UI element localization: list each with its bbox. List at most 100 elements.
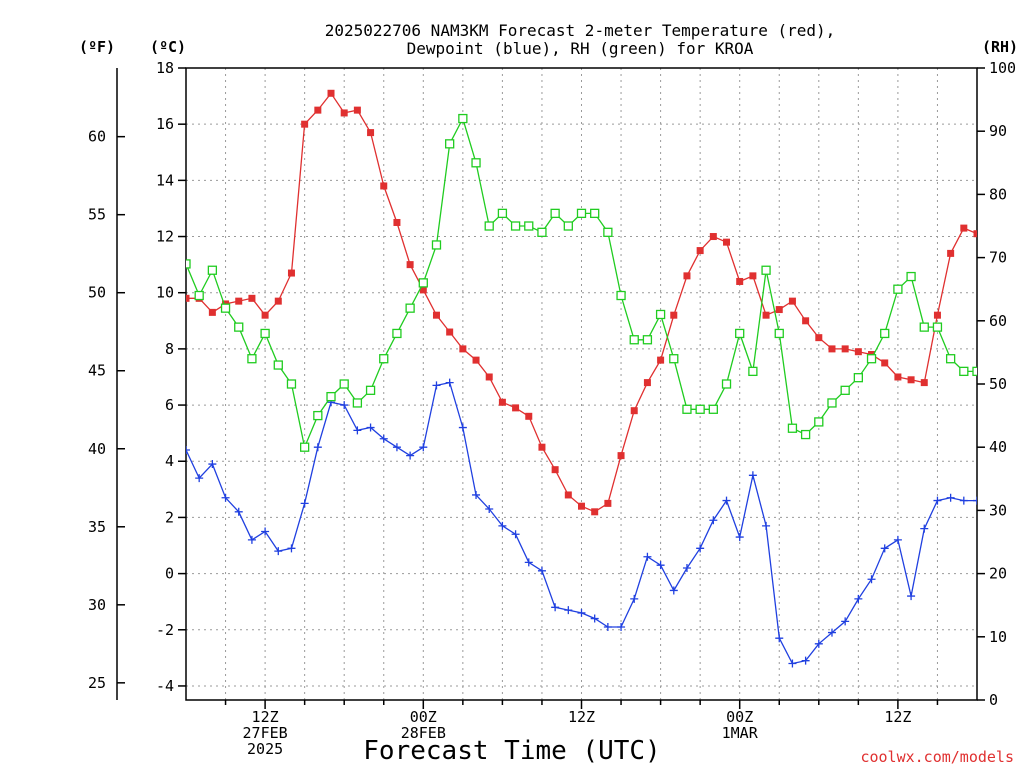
data-point [603,227,613,237]
data-point [564,606,573,615]
data-point [432,311,440,319]
data-point [406,261,414,269]
data-point [261,311,269,319]
celsius-tick-label: -4 [156,677,174,695]
data-point [195,474,204,483]
data-point [484,221,494,231]
data-point [933,311,941,319]
data-point [537,227,547,237]
time-tick-label: 00Z [726,708,753,726]
data-point [563,221,573,231]
fahrenheit-tick-label: 55 [88,206,106,224]
celsius-axis: -4 -2 0 2 4 6 8 10 12 14 16 18 [156,59,186,695]
data-point [907,592,916,601]
data-point [301,120,309,128]
data-point [234,507,243,516]
data-point [511,530,520,539]
time-tick-label: 28FEB [401,724,446,742]
data-point [735,328,745,339]
data-point [510,221,521,231]
data-point [894,373,902,381]
data-point [498,521,507,530]
data-point [736,277,744,285]
data-point [881,359,889,367]
data-point [472,490,481,499]
data-point [723,238,731,246]
data-point [352,398,363,408]
data-point [933,496,942,505]
data-point [472,356,480,364]
data-point [841,345,849,353]
fahrenheit-tick-label: 50 [88,284,106,302]
data-point [445,378,454,387]
data-point [828,345,836,353]
data-point [920,379,928,387]
data-point [379,434,388,443]
data-point [576,208,587,219]
data-point [234,322,244,332]
data-point [815,334,823,342]
data-point [313,443,322,452]
data-point [604,499,612,507]
data-point [709,516,718,525]
fahrenheit-axis: 25 30 35 40 45 50 55 60 [88,128,125,692]
data-point [670,311,678,319]
data-point [273,360,283,370]
data-point [274,547,283,556]
data-point [537,566,546,575]
data-point [314,106,322,114]
rh-tick-label: 100 [989,59,1016,77]
data-point [946,493,955,502]
data-point [327,89,335,97]
rh-axis-label: (RH) [982,38,1018,56]
fahrenheit-tick-label: 60 [88,128,106,146]
chart-title-line-2: Dewpoint (blue), RH (green) for KROA [407,39,754,58]
data-point [485,373,493,381]
data-point [286,379,297,389]
fahrenheit-tick-label: 30 [88,596,106,614]
data-point [788,659,797,668]
data-point [300,499,309,508]
data-point [274,297,282,305]
data-point [551,603,560,612]
data-point [208,460,217,469]
chart-title-line-1: 2025022706 NAM3KM Forecast 2-meter Tempe… [325,21,836,40]
data-point [445,139,455,149]
data-point [709,233,717,241]
rh-tick-label: 40 [989,438,1007,456]
data-point [247,354,257,364]
fahrenheit-axis-label: (ºF) [79,38,115,56]
data-point [973,230,977,238]
rh-tick-label: 30 [989,501,1007,519]
data-point [642,335,653,345]
data-point [866,354,877,364]
data-point [919,322,929,332]
data-point [367,129,375,137]
data-point [947,249,955,257]
time-tick-label: 00Z [410,708,437,726]
data-point [840,385,850,395]
time-tick-label: 2025 [247,740,283,758]
data-point [656,561,665,570]
data-point [353,426,362,435]
data-point [431,240,442,250]
data-point [524,221,534,231]
data-point [854,594,863,603]
celsius-tick-label: 6 [165,396,174,414]
celsius-tick-label: -2 [156,621,174,639]
data-point [186,446,190,455]
celsius-tick-label: 18 [156,59,174,77]
celsius-tick-label: 12 [156,228,174,246]
data-point [761,265,771,275]
data-point [221,493,230,502]
data-point [695,404,705,414]
data-point [340,109,348,117]
data-point [959,366,969,377]
data-point [774,328,784,339]
data-point [708,404,718,414]
data-point [287,544,296,553]
data-point [550,208,560,219]
celsius-tick-label: 14 [156,171,174,189]
data-point [959,496,968,505]
